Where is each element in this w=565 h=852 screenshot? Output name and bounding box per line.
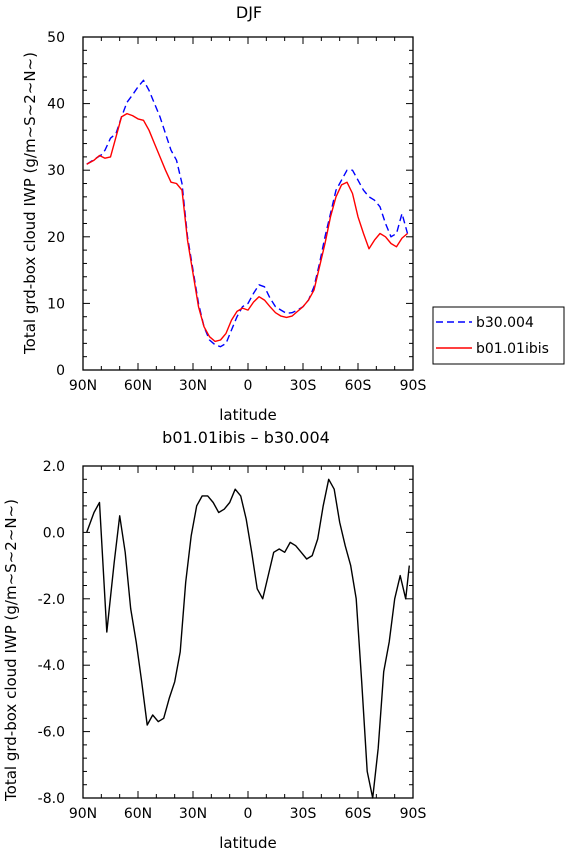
legend: b30.004 b01.01ibis <box>432 306 565 365</box>
bottom-axis-ticks: 90N 60N 30N 0 30S 60S 90S -8.0 -6.0 -4.0 -2.0 0.0 2.… <box>38 459 427 822</box>
top-axis-ticks: 90N 60N 30N 0 30S 60S 90S 0 10 20 30 40 50 <box>47 30 426 394</box>
top-y-tick-label: 50 <box>47 30 65 46</box>
top-x-axis-label: latitude <box>219 406 277 424</box>
bottom-y-tick-label: -8.0 <box>38 791 65 807</box>
bottom-y-tick-label: 2.0 <box>43 459 65 475</box>
top-y-tick-label: 30 <box>47 163 65 179</box>
top-y-tick-label: 0 <box>56 363 65 379</box>
bottom-y-tick-label: -2.0 <box>38 592 65 608</box>
bottom-y-tick-label: -6.0 <box>38 725 65 741</box>
top-x-tick-label: 30N <box>179 378 207 394</box>
bottom-series-line-0 <box>86 478 410 799</box>
top-x-tick-label: 90N <box>69 378 97 394</box>
top-y-tick-label: 20 <box>47 230 65 246</box>
bottom-x-axis-label: latitude <box>219 834 277 852</box>
top-y-axis-label: Total grd-box cloud IWP (g/m~S~2~N~) <box>21 52 39 355</box>
top-series-line-b01-01ibis <box>86 112 408 343</box>
top-series-group <box>86 79 409 348</box>
bottom-x-tick-label: 60N <box>124 806 152 822</box>
bottom-x-tick-label: 90N <box>69 806 97 822</box>
bottom-y-tick-label: 0.0 <box>43 525 65 541</box>
top-x-tick-label: 60S <box>345 378 372 394</box>
bottom-x-tick-label: 0 <box>244 806 253 822</box>
bottom-series-group <box>86 478 410 799</box>
bottom-chart-title: b01.01ibis – b30.004 <box>162 428 330 447</box>
top-panel: DJF 90N 60N 30N 0 30S 60S 90S 0 10 20 30 40 50 latit… <box>21 3 426 424</box>
bottom-y-axis-label: Total grd-box cloud IWP (g/m~S~2~N~) <box>2 499 20 802</box>
legend-entry-b30-004: b30.004 <box>476 315 534 331</box>
top-plot-frame <box>82 36 414 371</box>
legend-entry-b01-01ibis: b01.01ibis <box>476 341 549 357</box>
bottom-x-tick-label: 60S <box>345 806 372 822</box>
top-series-line-b30-004 <box>86 79 409 348</box>
bottom-x-tick-label: 30N <box>179 806 207 822</box>
top-chart-title: DJF <box>236 3 262 22</box>
bottom-panel: b01.01ibis – b30.004 90N 60N 30N 0 30S 60S 90S… <box>2 428 426 852</box>
bottom-x-tick-label: 90S <box>400 806 427 822</box>
top-x-tick-label: 90S <box>400 378 427 394</box>
top-x-tick-label: 60N <box>124 378 152 394</box>
bottom-y-tick-label: -4.0 <box>38 658 65 674</box>
bottom-x-tick-label: 30S <box>290 806 317 822</box>
top-x-tick-label: 0 <box>244 378 253 394</box>
top-x-tick-label: 30S <box>290 378 317 394</box>
top-y-tick-label: 40 <box>47 97 65 113</box>
bottom-plot-frame <box>82 465 414 799</box>
legend-box <box>432 306 565 365</box>
top-y-tick-label: 10 <box>47 296 65 312</box>
